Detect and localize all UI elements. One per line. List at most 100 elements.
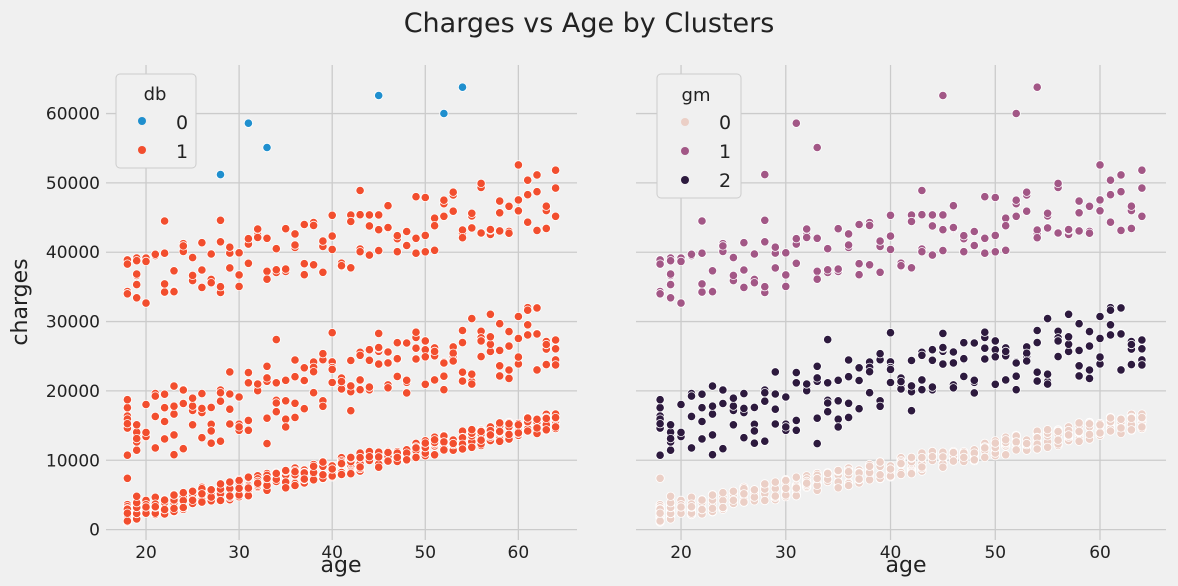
data-point (355, 185, 365, 196)
data-point (504, 373, 514, 383)
data-point (906, 406, 917, 416)
data-point (854, 219, 864, 230)
data-point (476, 435, 486, 445)
data-point (1011, 195, 1021, 205)
data-point (485, 332, 495, 342)
data-point (812, 142, 822, 153)
data-point (843, 467, 854, 477)
data-point (1043, 223, 1053, 233)
data-point (392, 371, 402, 381)
data-point (439, 358, 449, 368)
data-point (448, 356, 458, 366)
data-point (1084, 419, 1095, 429)
data-point (225, 389, 235, 399)
right-legend-title: gm (682, 85, 711, 106)
data-point (550, 360, 561, 370)
data-point (802, 478, 812, 488)
data-point (770, 367, 780, 377)
data-point (411, 192, 421, 202)
data-point (760, 388, 770, 398)
data-point (346, 406, 356, 416)
data-point (374, 225, 384, 235)
data-point (308, 388, 319, 398)
data-point (541, 359, 551, 370)
data-point (308, 220, 319, 230)
data-point (225, 477, 235, 487)
data-point (906, 381, 917, 391)
data-point (541, 339, 551, 350)
right-x-tick-labels: 20 30 40 50 60 (670, 543, 1111, 563)
data-point (812, 266, 822, 276)
data-point (885, 231, 896, 241)
data-point (467, 379, 477, 389)
data-point (802, 379, 812, 389)
data-point (271, 468, 281, 478)
data-point (980, 452, 990, 462)
data-point (308, 461, 319, 471)
data-point (439, 371, 449, 381)
data-point (495, 426, 505, 436)
data-point (532, 225, 542, 235)
data-point (655, 259, 665, 269)
data-point (1074, 371, 1084, 381)
left-y-tick-labels: 0 10000 20000 30000 40000 50000 60000 (46, 105, 100, 541)
data-point (122, 289, 133, 299)
data-point (550, 211, 561, 221)
x-tick-label: 30 (775, 543, 797, 563)
data-point (770, 404, 780, 414)
right-x-axis-label: age (886, 553, 927, 578)
data-point (770, 389, 780, 399)
data-point (122, 516, 133, 526)
data-point (439, 445, 449, 455)
data-point (383, 358, 393, 368)
data-point (402, 338, 412, 348)
data-point (1011, 445, 1021, 455)
data-point (364, 221, 374, 231)
data-point (854, 259, 864, 269)
data-point (655, 419, 665, 429)
data-point (959, 354, 969, 364)
data-point (948, 358, 959, 368)
data-point (864, 220, 875, 230)
data-point (550, 335, 561, 345)
data-point (791, 258, 801, 268)
data-point (655, 289, 665, 299)
data-point (781, 248, 791, 258)
data-point (927, 345, 938, 355)
data-point (1064, 430, 1074, 440)
data-point (1084, 201, 1095, 211)
data-point (843, 480, 854, 491)
data-point (495, 226, 505, 236)
data-point (1053, 351, 1063, 362)
data-point (178, 398, 188, 409)
x-tick-label: 60 (508, 543, 530, 563)
data-point (299, 219, 309, 230)
data-point (843, 229, 854, 239)
data-point (411, 452, 421, 462)
data-point (271, 398, 281, 408)
data-point (281, 224, 291, 234)
data-point (160, 416, 170, 427)
data-point (707, 409, 718, 419)
data-point (308, 260, 319, 270)
data-point (243, 234, 253, 244)
data-point (160, 495, 170, 505)
data-point (532, 170, 542, 180)
data-point (225, 404, 235, 414)
data-point (457, 376, 468, 386)
data-point (243, 367, 253, 378)
data-point (364, 250, 374, 260)
data-point (281, 264, 291, 274)
data-point (676, 298, 686, 308)
data-point (262, 361, 272, 371)
data-point (402, 388, 412, 398)
data-point (760, 396, 770, 406)
data-point (495, 361, 505, 371)
data-point (980, 354, 990, 364)
data-point (1126, 413, 1137, 423)
data-point (150, 391, 160, 401)
data-point (948, 347, 959, 357)
data-point (467, 425, 477, 435)
data-point (457, 325, 468, 336)
data-point (697, 216, 707, 226)
